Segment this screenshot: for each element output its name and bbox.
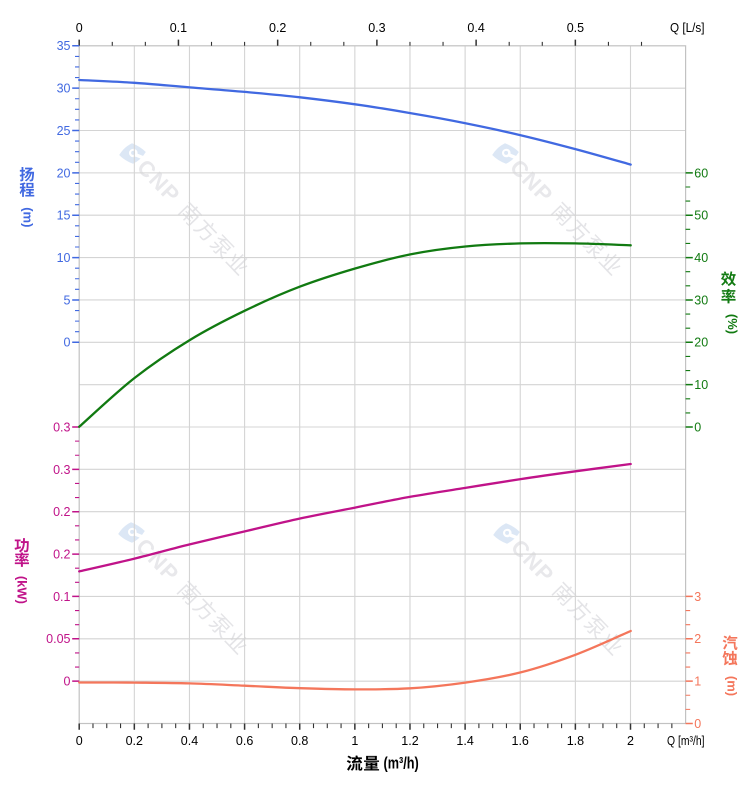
svg-text:20: 20 xyxy=(57,166,71,180)
svg-text:60: 60 xyxy=(694,166,708,180)
svg-text:0.1: 0.1 xyxy=(53,590,70,604)
svg-text:0.6: 0.6 xyxy=(236,734,253,748)
svg-text:10: 10 xyxy=(57,251,71,265)
svg-text:0.8: 0.8 xyxy=(291,734,308,748)
svg-text:(%): (%) xyxy=(725,314,740,334)
svg-text:40: 40 xyxy=(694,251,708,265)
svg-text:(m): (m) xyxy=(21,207,36,227)
svg-text:0.5: 0.5 xyxy=(567,21,584,35)
svg-text:Q [m³/h]: Q [m³/h] xyxy=(667,734,705,748)
svg-text:15: 15 xyxy=(57,209,71,223)
svg-text:1.4: 1.4 xyxy=(456,734,473,748)
svg-text:50: 50 xyxy=(694,209,708,223)
svg-text:10: 10 xyxy=(694,378,708,392)
svg-text:0: 0 xyxy=(694,717,701,731)
svg-text:2: 2 xyxy=(627,734,634,748)
svg-text:20: 20 xyxy=(694,336,708,350)
svg-text:0: 0 xyxy=(76,21,83,35)
svg-text:0: 0 xyxy=(694,420,701,434)
svg-text:0.2: 0.2 xyxy=(269,21,286,35)
svg-text:1: 1 xyxy=(351,734,358,748)
svg-text:3: 3 xyxy=(694,590,701,604)
svg-text:0.3: 0.3 xyxy=(53,463,70,477)
svg-text:1.2: 1.2 xyxy=(401,734,418,748)
svg-text:25: 25 xyxy=(57,124,71,138)
svg-text:0.2: 0.2 xyxy=(126,734,143,748)
svg-text:2: 2 xyxy=(694,632,701,646)
svg-text:5: 5 xyxy=(64,293,71,307)
svg-text:Q [L/s]: Q [L/s] xyxy=(670,21,705,35)
svg-text:(m): (m) xyxy=(724,676,739,696)
svg-text:30: 30 xyxy=(694,293,708,307)
svg-text:0: 0 xyxy=(64,336,71,350)
svg-text:0.4: 0.4 xyxy=(467,21,484,35)
svg-text:0.1: 0.1 xyxy=(170,21,187,35)
svg-text:0.2: 0.2 xyxy=(53,505,70,519)
svg-text:0.05: 0.05 xyxy=(46,632,70,646)
svg-text:0.2: 0.2 xyxy=(53,548,70,562)
svg-text:0.3: 0.3 xyxy=(53,420,70,434)
svg-text:0.3: 0.3 xyxy=(368,21,385,35)
svg-text:(m³/h): (m³/h) xyxy=(384,755,419,773)
svg-text:1.8: 1.8 xyxy=(567,734,584,748)
svg-text:0.4: 0.4 xyxy=(181,734,198,748)
svg-text:0: 0 xyxy=(76,734,83,748)
svg-text:(kW): (kW) xyxy=(15,576,30,604)
svg-text:0: 0 xyxy=(64,675,71,689)
svg-text:1: 1 xyxy=(694,675,701,689)
svg-text:1.6: 1.6 xyxy=(512,734,529,748)
svg-text:30: 30 xyxy=(57,82,71,96)
svg-text:35: 35 xyxy=(57,39,71,53)
